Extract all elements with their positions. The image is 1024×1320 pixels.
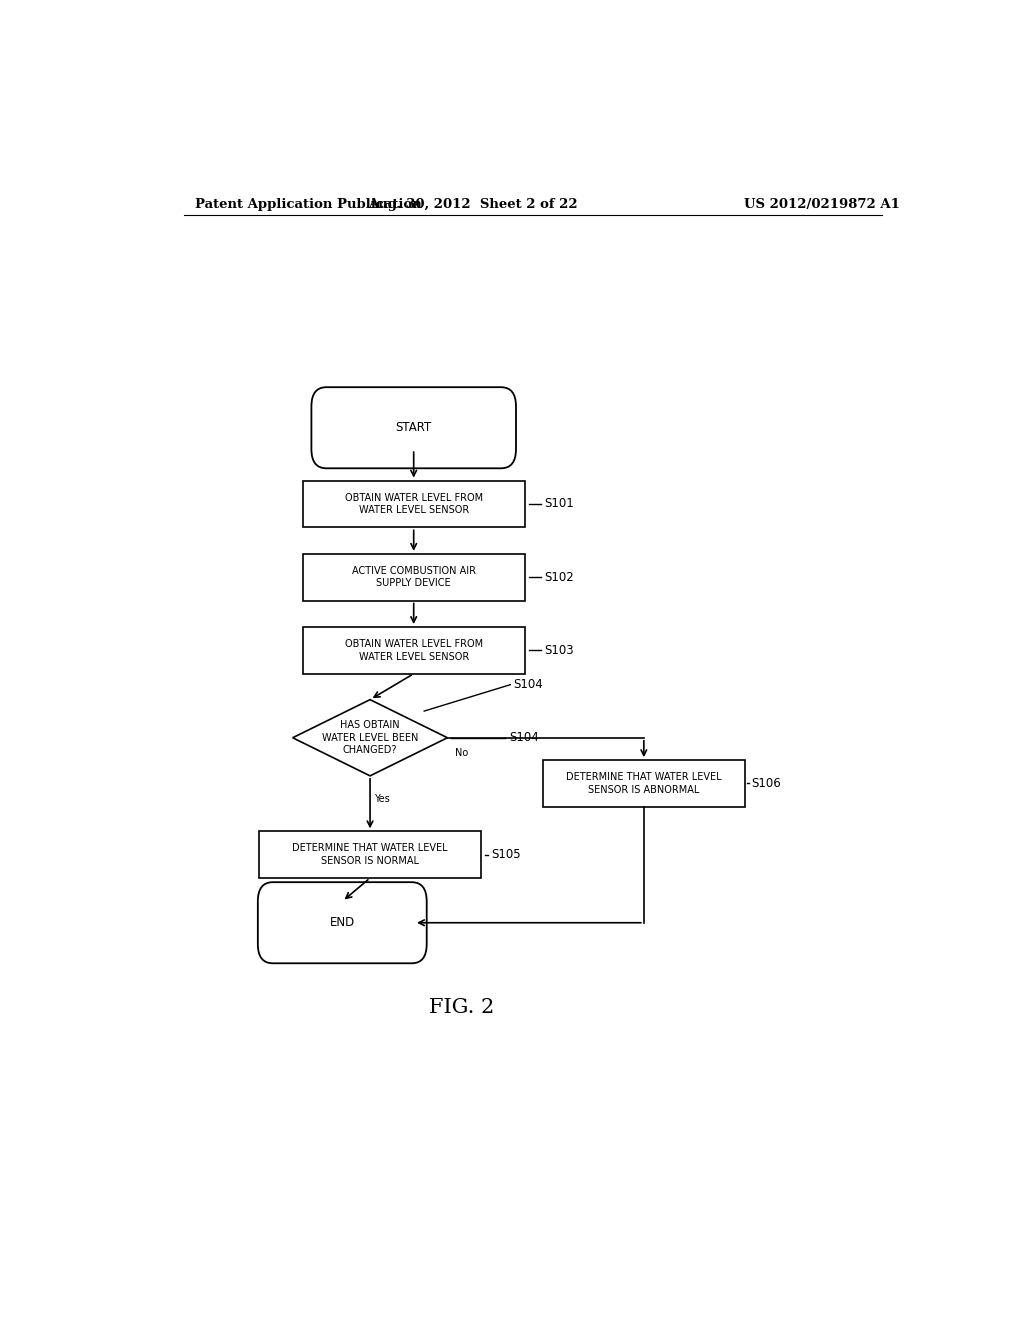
Text: HAS OBTAIN
WATER LEVEL BEEN
CHANGED?: HAS OBTAIN WATER LEVEL BEEN CHANGED? xyxy=(322,721,418,755)
Bar xyxy=(543,760,745,807)
Text: Patent Application Publication: Patent Application Publication xyxy=(196,198,422,211)
Text: US 2012/0219872 A1: US 2012/0219872 A1 xyxy=(744,198,900,211)
Bar xyxy=(259,832,481,878)
Text: S101: S101 xyxy=(545,498,574,511)
Text: OBTAIN WATER LEVEL FROM
WATER LEVEL SENSOR: OBTAIN WATER LEVEL FROM WATER LEVEL SENS… xyxy=(345,492,482,515)
Text: Yes: Yes xyxy=(374,795,390,804)
Text: FIG. 2: FIG. 2 xyxy=(429,998,494,1016)
Text: Aug. 30, 2012  Sheet 2 of 22: Aug. 30, 2012 Sheet 2 of 22 xyxy=(369,198,578,211)
FancyBboxPatch shape xyxy=(258,882,427,964)
Text: START: START xyxy=(395,421,432,434)
Polygon shape xyxy=(293,700,447,776)
FancyBboxPatch shape xyxy=(311,387,516,469)
Text: ACTIVE COMBUSTION AIR
SUPPLY DEVICE: ACTIVE COMBUSTION AIR SUPPLY DEVICE xyxy=(351,566,476,589)
Text: No: No xyxy=(456,748,469,758)
Text: S104: S104 xyxy=(509,731,539,744)
Text: OBTAIN WATER LEVEL FROM
WATER LEVEL SENSOR: OBTAIN WATER LEVEL FROM WATER LEVEL SENS… xyxy=(345,639,482,661)
Text: DETERMINE THAT WATER LEVEL
SENSOR IS NORMAL: DETERMINE THAT WATER LEVEL SENSOR IS NOR… xyxy=(292,843,447,866)
Bar xyxy=(303,480,524,528)
Bar xyxy=(303,554,524,601)
Text: S105: S105 xyxy=(492,849,521,861)
Bar xyxy=(303,627,524,673)
Text: DETERMINE THAT WATER LEVEL
SENSOR IS ABNORMAL: DETERMINE THAT WATER LEVEL SENSOR IS ABN… xyxy=(566,772,722,795)
Text: S102: S102 xyxy=(545,570,574,583)
Text: S106: S106 xyxy=(751,777,780,789)
Text: S104: S104 xyxy=(513,678,543,690)
Text: S103: S103 xyxy=(545,644,574,657)
Text: END: END xyxy=(330,916,355,929)
